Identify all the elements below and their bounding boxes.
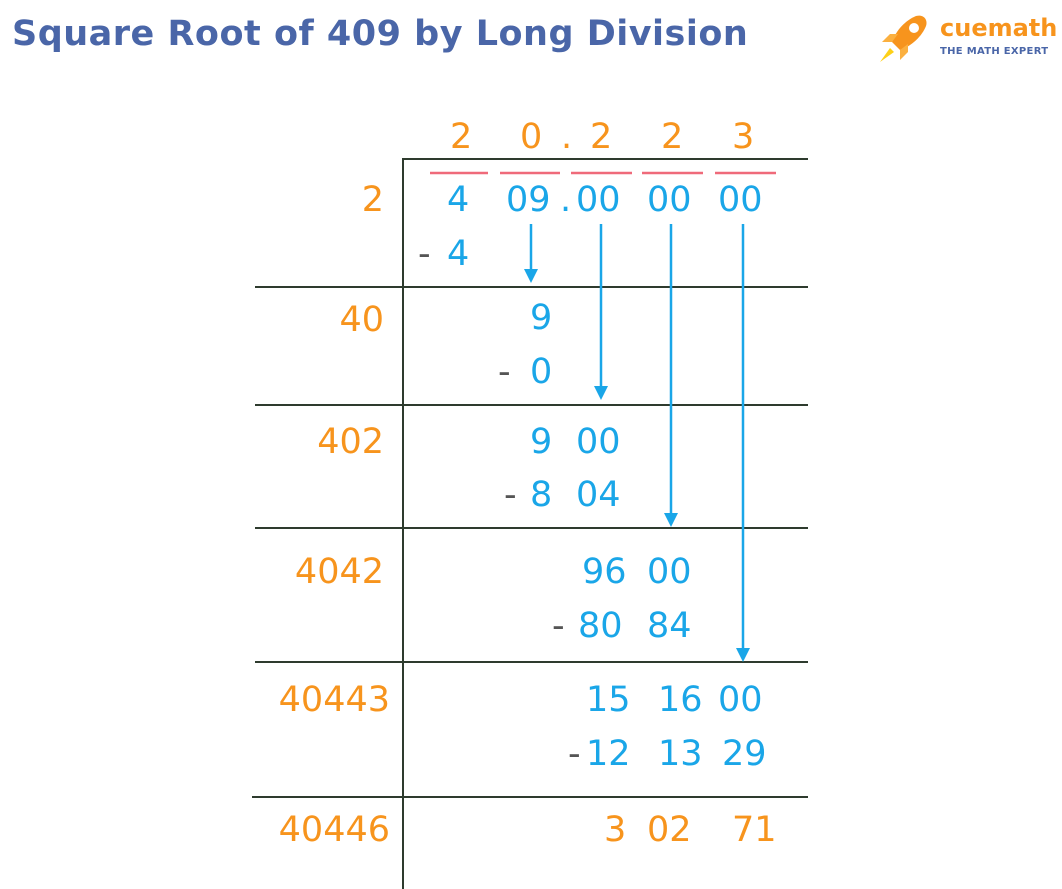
dividend-pair: 00 <box>576 180 621 220</box>
down-arrow-head <box>524 269 538 283</box>
quotient-digit: 2 <box>661 117 684 157</box>
subtract-value: 8 <box>530 475 553 515</box>
minus-sign: - <box>418 234 431 274</box>
cuemath-logo: cuemath THE MATH EXPERT <box>876 12 1058 66</box>
quotient-digit: 2 <box>590 117 613 157</box>
dividend-pair: 4 <box>447 180 470 220</box>
step-value: 9 <box>530 422 553 462</box>
minus-sign: - <box>568 734 581 774</box>
divisor: 40 <box>339 300 384 340</box>
dividend-decimal-point: . <box>560 180 572 220</box>
step-value: 96 <box>582 552 627 592</box>
subtract-value: 04 <box>576 475 621 515</box>
subtract-value: 29 <box>722 734 767 774</box>
down-arrow-head <box>594 386 608 400</box>
divisor: 402 <box>317 422 384 462</box>
remainder-value: 71 <box>732 810 777 850</box>
minus-sign: - <box>552 606 565 646</box>
step-value: 16 <box>658 680 703 720</box>
divisor: 40443 <box>278 680 390 720</box>
logo-wordmark: cuemath <box>940 14 1058 42</box>
step-value: 00 <box>576 422 621 462</box>
dividend-pair: 00 <box>718 180 763 220</box>
subtract-value: 13 <box>658 734 703 774</box>
subtract-value: 0 <box>530 352 553 392</box>
divisor: 4042 <box>294 552 384 592</box>
remainder-value: 3 <box>604 810 627 850</box>
step-value: 00 <box>647 552 692 592</box>
subtract-value: 4 <box>447 234 470 274</box>
page-title: Square Root of 409 by Long Division <box>12 14 749 54</box>
quotient-decimal-point: . <box>561 117 573 157</box>
step-value: 15 <box>586 680 631 720</box>
divisor: 40446 <box>278 810 390 850</box>
dividend-pair: 00 <box>647 180 692 220</box>
minus-sign: - <box>504 475 517 515</box>
down-arrow-head <box>736 648 750 662</box>
minus-sign: - <box>498 352 511 392</box>
quotient-digit: 3 <box>732 117 755 157</box>
divisor: 2 <box>361 180 384 220</box>
logo-tagline: THE MATH EXPERT <box>940 46 1049 57</box>
subtract-value: 84 <box>647 606 692 646</box>
step-value: 00 <box>718 680 763 720</box>
rocket-icon <box>880 15 927 62</box>
dividend-pair: 09 <box>506 180 551 220</box>
subtract-value: 12 <box>586 734 631 774</box>
quotient-digit: 0 <box>520 117 543 157</box>
quotient-digit: 2 <box>450 117 473 157</box>
remainder-value: 02 <box>647 810 692 850</box>
subtract-value: 80 <box>578 606 623 646</box>
down-arrow-head <box>664 513 678 527</box>
step-value: 9 <box>530 298 553 338</box>
